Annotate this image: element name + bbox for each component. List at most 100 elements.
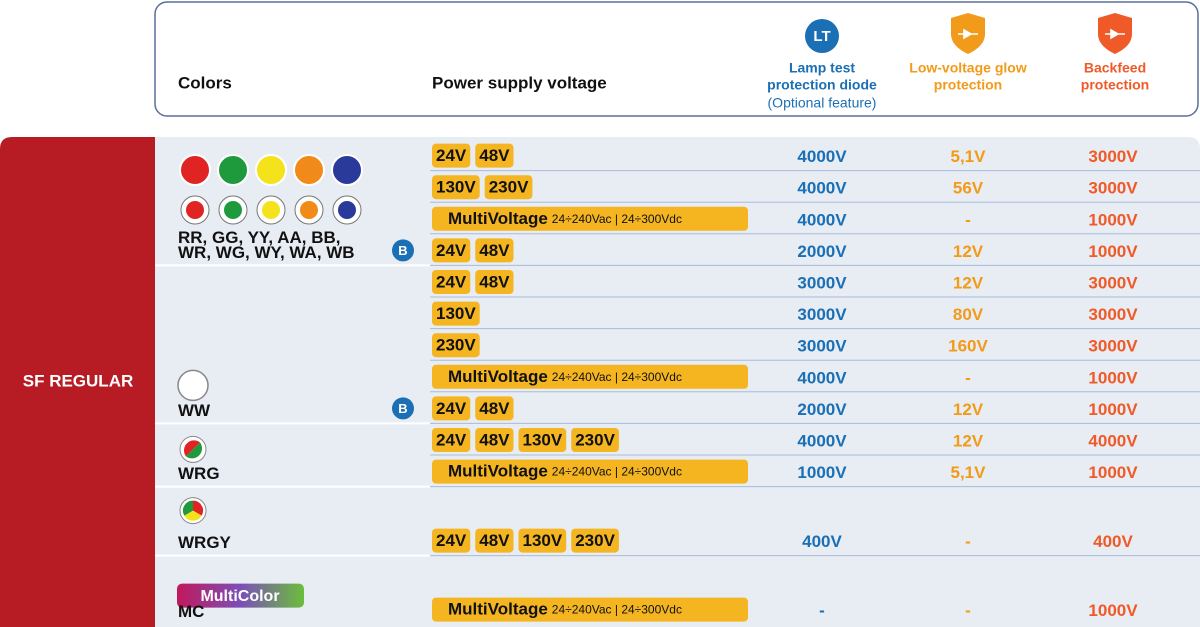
voltage-chip bbox=[475, 270, 514, 294]
voltage-chip bbox=[571, 528, 619, 553]
backfeed-value: 1000V bbox=[1088, 242, 1138, 261]
col-low: Low-voltage glow bbox=[909, 60, 1027, 76]
b-badge-text: B bbox=[398, 243, 407, 258]
header-box bbox=[154, 1, 1199, 117]
diode-glyph bbox=[958, 28, 978, 40]
voltage-text: 24V bbox=[436, 430, 467, 449]
col-backfeed: protection bbox=[1081, 77, 1149, 93]
section-label: SF REGULAR bbox=[23, 371, 134, 390]
backfeed-value: 1000V bbox=[1088, 400, 1138, 419]
color-tag: MultiColor bbox=[200, 588, 279, 605]
lt-value: 3000V bbox=[797, 305, 847, 324]
backfeed-value: 3000V bbox=[1088, 305, 1138, 324]
backfeed-value: 1000V bbox=[1088, 463, 1138, 482]
color-dot bbox=[217, 154, 249, 186]
multivoltage-name: MultiVoltage bbox=[448, 600, 548, 619]
low-value: 5,1V bbox=[951, 463, 987, 482]
diode-glyph bbox=[1105, 28, 1125, 40]
multivoltage-chip bbox=[432, 364, 748, 389]
voltage-text: 48V bbox=[479, 430, 510, 449]
voltage-text: 130V bbox=[436, 178, 476, 197]
voltage-chip bbox=[432, 301, 480, 326]
voltage-text: 230V bbox=[489, 178, 529, 197]
voltage-text: 48V bbox=[479, 399, 510, 418]
color-dot bbox=[224, 201, 242, 219]
lt-value: 4000V bbox=[797, 179, 847, 198]
backfeed-value: 1000V bbox=[1088, 368, 1138, 387]
voltage-chip bbox=[571, 428, 619, 452]
color-code: RR, GG, YY, AA, BB, bbox=[178, 228, 340, 247]
voltage-chip bbox=[518, 428, 567, 452]
color-dot bbox=[179, 154, 211, 186]
multivoltage-text: MultiVoltage 24÷240Vac | 24÷300Vdc bbox=[448, 600, 682, 619]
col-backfeed: Backfeed bbox=[1084, 60, 1146, 76]
backfeed-value: 3000V bbox=[1088, 179, 1138, 198]
multivoltage-text: MultiVoltage 24÷240Vac | 24÷300Vdc bbox=[448, 209, 682, 228]
color-dot bbox=[293, 154, 325, 186]
tag-bg bbox=[177, 583, 304, 608]
voltage-chip bbox=[432, 333, 480, 358]
voltage-text: 130V bbox=[436, 304, 476, 323]
section-band bbox=[0, 137, 155, 627]
lt-value: 4000V bbox=[797, 368, 847, 387]
color-dot bbox=[177, 369, 209, 402]
voltage-chip bbox=[518, 528, 567, 553]
voltage-chip bbox=[432, 270, 471, 294]
voltage-text: 230V bbox=[575, 531, 615, 550]
lt-value: 3000V bbox=[797, 273, 847, 292]
multivoltage-range: 24÷240Vac | 24÷300Vdc bbox=[552, 212, 682, 226]
voltage-chip bbox=[484, 175, 533, 200]
voltage-text: 48V bbox=[479, 146, 510, 165]
lt-value: 2000V bbox=[797, 400, 847, 419]
multivoltage-range: 24÷240Vac | 24÷300Vdc bbox=[552, 465, 682, 479]
col-low: protection bbox=[934, 77, 1002, 93]
b-badge bbox=[392, 239, 414, 262]
col-lt: protection diode bbox=[767, 77, 877, 93]
low-value: - bbox=[965, 601, 971, 620]
multivoltage-name: MultiVoltage bbox=[448, 367, 548, 386]
lt-value: 3000V bbox=[797, 337, 847, 356]
voltage-text: 24V bbox=[436, 241, 467, 260]
voltage-text: 130V bbox=[523, 430, 563, 449]
low-value: - bbox=[965, 210, 971, 229]
color-dot bbox=[255, 154, 287, 186]
multivoltage-chip bbox=[432, 597, 748, 622]
multivoltage-name: MultiVoltage bbox=[448, 209, 548, 228]
voltage-text: 24V bbox=[436, 146, 467, 165]
multivoltage-name: MultiVoltage bbox=[448, 462, 548, 481]
voltage-text: 130V bbox=[523, 531, 563, 550]
voltage-chip bbox=[475, 396, 514, 421]
lt-value: 1000V bbox=[797, 463, 847, 482]
color-code: WR, WG, WY, WA, WB bbox=[178, 243, 355, 262]
lt-badge-text: LT bbox=[813, 28, 830, 45]
b-badge bbox=[392, 397, 414, 420]
backfeed-value: 3000V bbox=[1088, 147, 1138, 166]
color-dot bbox=[184, 440, 200, 457]
lt-value: 4000V bbox=[797, 210, 847, 229]
voltage-text: 230V bbox=[436, 336, 476, 355]
voltage-text: 24V bbox=[436, 272, 467, 291]
voltage-chip bbox=[475, 528, 514, 553]
lt-value: 4000V bbox=[797, 431, 847, 450]
backfeed-value: 4000V bbox=[1088, 431, 1138, 450]
b-badge-text: B bbox=[398, 401, 407, 416]
color-dot bbox=[186, 442, 202, 459]
color-code: MC bbox=[178, 602, 204, 621]
color-dot bbox=[300, 201, 318, 219]
voltage-text: 24V bbox=[436, 531, 467, 550]
low-value: 12V bbox=[953, 400, 984, 419]
color-dot bbox=[182, 500, 193, 516]
voltage-chip bbox=[475, 143, 514, 168]
multivoltage-range: 24÷240Vac | 24÷300Vdc bbox=[552, 603, 682, 617]
voltage-chip bbox=[432, 528, 471, 553]
multivoltage-range: 24÷240Vac | 24÷300Vdc bbox=[552, 370, 682, 384]
lt-value: 2000V bbox=[797, 242, 847, 261]
voltage-text: 24V bbox=[436, 399, 467, 418]
voltage-chip bbox=[432, 175, 480, 200]
color-dot bbox=[331, 154, 363, 186]
color-dot bbox=[338, 201, 356, 219]
multivoltage-text: MultiVoltage 24÷240Vac | 24÷300Vdc bbox=[448, 462, 682, 481]
multivoltage-chip bbox=[432, 206, 748, 231]
col-lt-note: (Optional feature) bbox=[768, 95, 877, 111]
col-lt: Lamp test bbox=[789, 60, 855, 76]
